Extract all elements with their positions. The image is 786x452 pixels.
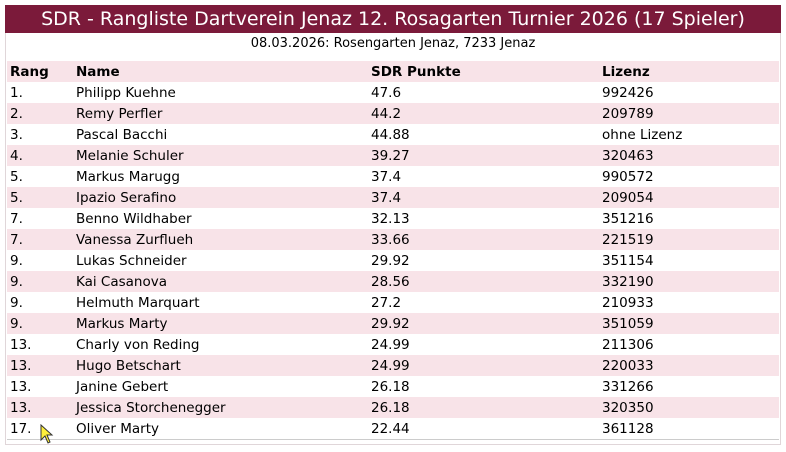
sdr-points: 29.92 — [368, 313, 599, 334]
sdr-points: 47.6 — [371, 84, 402, 101]
sdr-points: 22.44 — [368, 418, 599, 440]
player-name: Philipp Kuehne — [76, 84, 176, 101]
rank: 13. — [7, 397, 73, 418]
player-name: Kai Casanova — [73, 271, 368, 292]
table-row: 1. Philipp Kuehne 47.6 992426 — [7, 82, 779, 103]
rank: 13. — [10, 378, 32, 395]
player-name: Melanie Schuler — [73, 145, 368, 166]
license: 351216 — [602, 210, 654, 227]
table-row: 13. Janine Gebert 26.18 331266 — [7, 376, 779, 397]
sdr-points: 39.27 — [368, 145, 599, 166]
player-name: Pascal Bacchi — [76, 126, 168, 143]
sdr-points: 32.13 — [371, 210, 410, 227]
license: 351154 — [602, 252, 654, 269]
license: 210933 — [602, 294, 654, 311]
rank: 7. — [7, 229, 73, 250]
page-title: SDR - Rangliste Dartverein Jenaz 12. Ros… — [5, 5, 781, 33]
license: 331266 — [602, 378, 654, 395]
sdr-points: 26.18 — [368, 397, 599, 418]
column-header: Lizenz — [599, 61, 779, 82]
player-name: Janine Gebert — [76, 378, 169, 395]
sdr-points: 37.4 — [368, 187, 599, 208]
table-row: 4. Melanie Schuler 39.27 320463 — [7, 145, 779, 166]
rank: 4. — [7, 145, 73, 166]
sdr-points: 28.56 — [368, 271, 599, 292]
player-name: Charly von Reding — [76, 336, 200, 353]
sdr-points: 27.2 — [371, 294, 402, 311]
table-row: 2. Remy Perfler 44.2 209789 — [7, 103, 779, 124]
license: 361128 — [599, 418, 779, 440]
rank: 7. — [10, 210, 23, 227]
table-row: 13. Charly von Reding 24.99 211306 — [7, 334, 779, 355]
player-name: Helmuth Marquart — [76, 294, 200, 311]
player-name: Vanessa Zurflueh — [73, 229, 368, 250]
license: 351059 — [599, 313, 779, 334]
sdr-points: 29.92 — [371, 252, 410, 269]
table-row: 13. Jessica Storchenegger 26.18 320350 — [7, 397, 779, 418]
table-row: 5. Markus Marugg 37.4 990572 — [7, 166, 779, 187]
table-row: 9. Markus Marty 29.92 351059 — [7, 313, 779, 334]
rank: 13. — [7, 355, 73, 376]
rank: 13. — [10, 336, 32, 353]
table-row: 9. Helmuth Marquart 27.2 210933 — [7, 292, 779, 313]
player-name: Markus Marugg — [76, 168, 180, 185]
rank: 9. — [7, 271, 73, 292]
table-row: 7. Benno Wildhaber 32.13 351216 — [7, 208, 779, 229]
sdr-points: 37.4 — [371, 168, 402, 185]
column-header: Rang — [7, 61, 73, 82]
license: 209789 — [599, 103, 779, 124]
player-name: Remy Perfler — [73, 103, 368, 124]
license: 211306 — [602, 336, 654, 353]
license: 220033 — [599, 355, 779, 376]
column-header: SDR Punkte — [368, 61, 599, 82]
license: ohne Lizenz — [602, 126, 683, 143]
rank: 5. — [7, 187, 73, 208]
player-name: Ipazio Serafino — [73, 187, 368, 208]
rank: 9. — [10, 294, 23, 311]
rank: 1. — [10, 84, 23, 101]
rank: 2. — [7, 103, 73, 124]
license: 990572 — [602, 168, 654, 185]
table-row: 17. Oliver Marty 22.44 361128 — [7, 418, 779, 440]
rank: 17. — [7, 418, 73, 440]
table-row: 9. Kai Casanova 28.56 332190 — [7, 271, 779, 292]
player-name: Jessica Storchenegger — [73, 397, 368, 418]
column-header: Name — [73, 61, 368, 82]
sdr-points: 44.88 — [371, 126, 410, 143]
table-row: 9. Lukas Schneider 29.92 351154 — [7, 250, 779, 271]
player-name: Hugo Betschart — [73, 355, 368, 376]
table-row: 7. Vanessa Zurflueh 33.66 221519 — [7, 229, 779, 250]
sdr-points: 24.99 — [371, 336, 410, 353]
sdr-points: 44.2 — [368, 103, 599, 124]
player-name: Benno Wildhaber — [76, 210, 192, 227]
subtitle: 08.03.2026: Rosengarten Jenaz, 7233 Jena… — [250, 36, 536, 51]
player-name: Oliver Marty — [73, 418, 368, 440]
rank: 3. — [10, 126, 23, 143]
player-name: Lukas Schneider — [76, 252, 187, 269]
table-row: 5. Ipazio Serafino 37.4 209054 — [7, 187, 779, 208]
rank: 5. — [10, 168, 23, 185]
license: 320463 — [599, 145, 779, 166]
table-row: 3. Pascal Bacchi 44.88 ohne Lizenz — [7, 124, 779, 145]
ranking-table: Rang Name SDR Punkte Lizenz 1. Philipp Kuehn… — [7, 61, 779, 440]
header-row: Rang Name SDR Punkte Lizenz — [7, 61, 779, 82]
player-name: Markus Marty — [73, 313, 368, 334]
license: 209054 — [599, 187, 779, 208]
table-row: 13. Hugo Betschart 24.99 220033 — [7, 355, 779, 376]
rank: 9. — [7, 313, 73, 334]
license: 320350 — [599, 397, 779, 418]
table-body: 1. Philipp Kuehne 47.6 992426 2. Remy Perfler… — [7, 82, 779, 440]
sdr-points: 33.66 — [368, 229, 599, 250]
license: 332190 — [599, 271, 779, 292]
sdr-points: 24.99 — [368, 355, 599, 376]
sdr-points: 26.18 — [371, 378, 410, 395]
license: 992426 — [602, 84, 654, 101]
license: 221519 — [599, 229, 779, 250]
rank: 9. — [10, 252, 23, 269]
mouse-cursor — [40, 424, 54, 444]
